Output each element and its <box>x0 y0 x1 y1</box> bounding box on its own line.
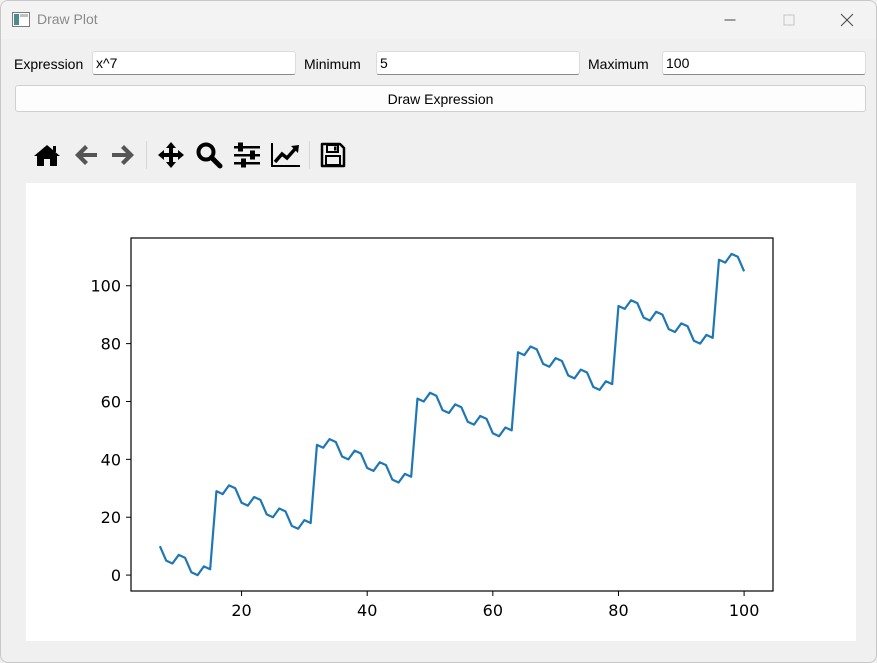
maximize-icon <box>783 14 795 26</box>
minimum-label: Minimum <box>304 56 361 72</box>
zoom-button[interactable] <box>191 137 227 173</box>
y-tick-label: 20 <box>101 508 121 527</box>
y-tick-label: 80 <box>101 335 121 354</box>
axes-frame <box>130 237 774 592</box>
maximize-button[interactable] <box>766 1 812 39</box>
close-icon <box>840 13 854 27</box>
pan-icon <box>158 142 184 168</box>
zoom-icon <box>196 142 223 169</box>
back-arrow-icon <box>75 145 97 165</box>
y-tick-label: 60 <box>101 392 121 411</box>
configure-subplots-icon <box>234 142 260 168</box>
y-tick-label: 40 <box>101 450 121 469</box>
line-chart: 20 40 60 80 100 0 20 40 60 80 100 <box>90 237 774 620</box>
back-button[interactable] <box>68 137 104 173</box>
forward-arrow-icon <box>112 145 134 165</box>
home-icon <box>34 145 60 166</box>
x-tick-label: 100 <box>729 601 760 620</box>
plot-toolbar <box>29 137 369 173</box>
maximum-label: Maximum <box>588 56 649 72</box>
draw-expression-button[interactable]: Draw Expression <box>15 85 866 112</box>
pan-button[interactable] <box>153 137 189 173</box>
save-icon <box>320 142 346 168</box>
toolbar-separator <box>309 141 310 169</box>
x-tick-label: 80 <box>608 601 628 620</box>
minimum-input[interactable] <box>376 51 580 75</box>
expression-label: Expression <box>14 56 84 72</box>
edit-axis-icon <box>271 143 300 167</box>
app-icon <box>12 12 30 27</box>
edit-axis-button[interactable] <box>268 137 304 173</box>
y-tick-label: 0 <box>111 566 121 585</box>
window-title: Draw Plot <box>37 11 98 27</box>
y-tick-label: 100 <box>90 277 121 296</box>
minimize-button[interactable] <box>707 1 753 39</box>
plot-canvas[interactable]: 20 40 60 80 100 0 20 40 60 80 100 <box>26 183 856 641</box>
expression-input[interactable] <box>92 51 296 75</box>
x-tick-label: 20 <box>231 601 251 620</box>
series-line <box>158 252 746 577</box>
save-button[interactable] <box>315 137 351 173</box>
forward-button[interactable] <box>105 137 141 173</box>
toolbar-separator <box>146 141 147 169</box>
x-tick-label: 40 <box>357 601 377 620</box>
maximum-input[interactable] <box>662 51 866 75</box>
x-tick-label: 60 <box>483 601 503 620</box>
title-bar[interactable]: Draw Plot <box>1 1 876 39</box>
close-button[interactable] <box>824 1 870 39</box>
home-button[interactable] <box>29 137 65 173</box>
configure-subplots-button[interactable] <box>229 137 265 173</box>
minimize-icon <box>724 19 736 21</box>
